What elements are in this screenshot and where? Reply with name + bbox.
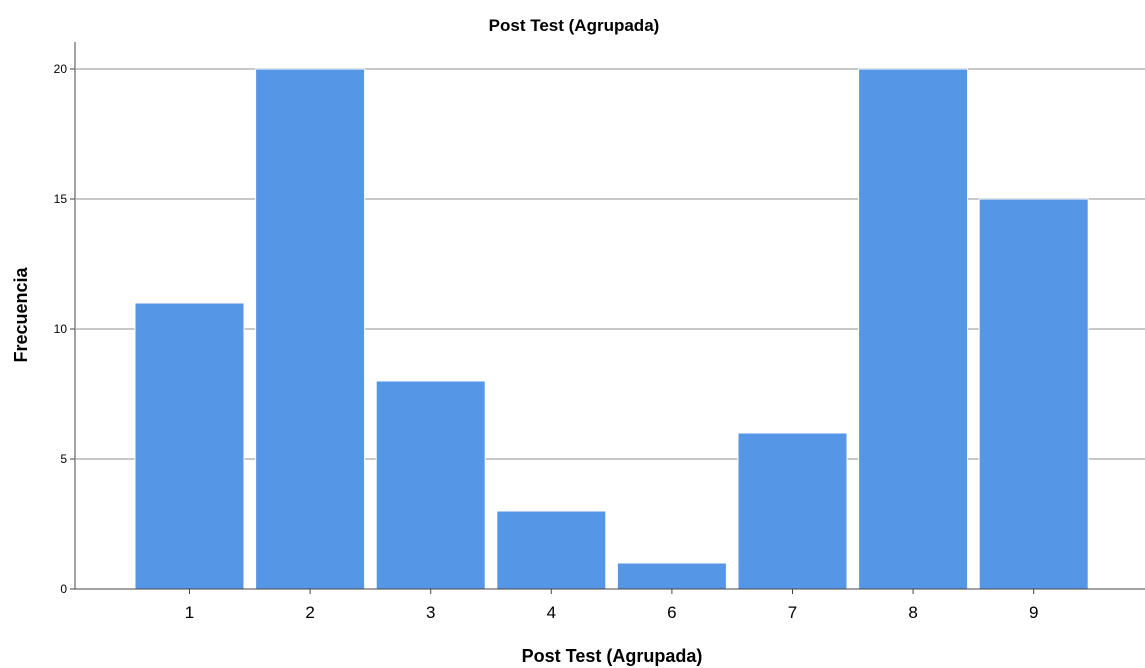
y-tick-label-20: 20 bbox=[54, 62, 68, 76]
bar-4 bbox=[496, 510, 607, 590]
x-tick-label-7: 7 bbox=[788, 603, 797, 622]
x-tick-label-6: 6 bbox=[667, 603, 676, 622]
y-tick-label-0: 0 bbox=[60, 582, 67, 596]
bar-1 bbox=[134, 302, 245, 590]
bar-2 bbox=[255, 68, 366, 590]
y-tick-label-15: 15 bbox=[54, 192, 68, 206]
x-tick-label-9: 9 bbox=[1029, 603, 1038, 622]
x-tick-label-4: 4 bbox=[547, 603, 556, 622]
x-tick-label-3: 3 bbox=[426, 603, 435, 622]
axes bbox=[74, 42, 1145, 590]
chart-title: Post Test (Agrupada) bbox=[489, 16, 660, 35]
y-tick-label-10: 10 bbox=[54, 322, 68, 336]
x-axis-ticks: 1 2 3 4 6 7 8 9 bbox=[185, 589, 1038, 622]
y-tick-label-5: 5 bbox=[60, 452, 67, 466]
x-axis-title: Post Test (Agrupada) bbox=[522, 646, 703, 666]
y-axis-title: Frecuencia bbox=[11, 266, 31, 362]
y-axis-ticks: 0 5 10 15 20 bbox=[54, 62, 75, 596]
bar-7 bbox=[737, 432, 848, 590]
x-tick-label-8: 8 bbox=[908, 603, 917, 622]
bar-9 bbox=[978, 198, 1089, 590]
bar-8 bbox=[858, 68, 969, 590]
bar-3 bbox=[375, 380, 486, 590]
bar-6 bbox=[616, 562, 727, 590]
x-tick-label-2: 2 bbox=[305, 603, 314, 622]
x-tick-label-1: 1 bbox=[185, 603, 194, 622]
